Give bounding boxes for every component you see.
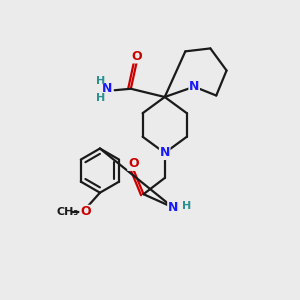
Text: O: O [128, 157, 139, 170]
Text: H: H [96, 93, 106, 103]
Text: N: N [189, 80, 200, 93]
Text: N: N [168, 201, 178, 214]
Text: N: N [102, 82, 112, 95]
Text: O: O [80, 205, 91, 218]
Text: N: N [160, 146, 170, 159]
Text: H: H [96, 76, 106, 85]
Text: O: O [131, 50, 142, 63]
Text: CH₃: CH₃ [56, 207, 79, 217]
Text: H: H [182, 201, 191, 211]
